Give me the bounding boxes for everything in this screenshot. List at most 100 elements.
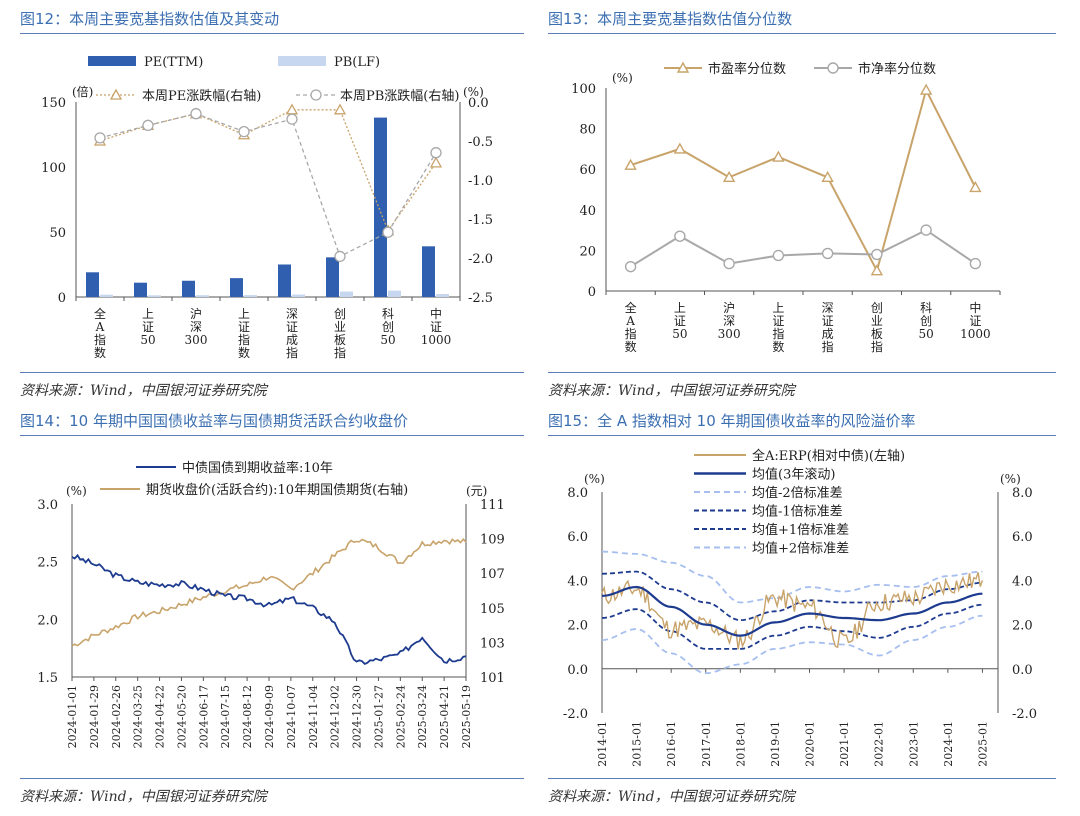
fig14-legend-yield: 中债国债到期收益率:10年 xyxy=(182,460,333,476)
fig12-y2tick-label: 0.0 xyxy=(468,96,489,111)
fig15-legend-erp: 全A:ERP(相对中债)(左轴) xyxy=(752,448,905,464)
fig12-marker-pe-change xyxy=(429,156,443,168)
chart-title-fig12: 图12：本周主要宽基指数估值及其变动 xyxy=(20,10,280,28)
fig13-marker-pe-percentile xyxy=(673,142,687,154)
fig12-marker-pe-change xyxy=(333,103,347,115)
fig12-xtick-label: 沪深 300 xyxy=(185,307,208,347)
fig15-ytick-label: -2.0 xyxy=(563,707,588,722)
fig13-legend-marker-pb xyxy=(827,62,839,74)
fig12-legend-marker-pb-change xyxy=(310,89,322,101)
fig12-marker-pb-change xyxy=(142,119,154,132)
fig12-xtick-label: 科创 50 xyxy=(380,307,395,347)
fig15-line-mean-minus-1sd xyxy=(601,603,983,650)
fig12-bar-pe xyxy=(182,280,195,297)
fig15-xtick-label: 2017-01 xyxy=(700,721,713,767)
title-rule-fig15 xyxy=(548,435,1056,436)
source-note-fig14: 资料来源：Wind，中国银河证券研究院 xyxy=(20,789,267,805)
fig12-bar-pb xyxy=(388,290,401,297)
fig14-ylabel: (%) xyxy=(66,484,87,498)
title-rule-fig12 xyxy=(20,33,524,34)
fig15-legend-mean-plus-2sd: 均值+2倍标准差 xyxy=(752,541,849,557)
fig15-y2tick-label: 6.0 xyxy=(1012,530,1033,545)
fig13-ylabel: (%) xyxy=(612,71,633,85)
fig12-bar-pb xyxy=(148,295,161,297)
fig12-marker-pb-change xyxy=(190,108,202,120)
fig13-xtick-label: 全 A 指数 xyxy=(625,300,637,354)
fig14-xtick-label: 2024-08-12 xyxy=(241,685,254,748)
fig15-y2tick-label: 0.0 xyxy=(1012,663,1033,678)
fig12-marker-pb-change xyxy=(430,147,442,159)
chart-title-fig13: 图13：本周主要宽基指数估值分位数 xyxy=(548,10,793,28)
fig12-xtick-label: 深证成指 xyxy=(286,307,298,360)
source-note-fig13: 资料来源：Wind，中国银河证券研究院 xyxy=(548,383,795,399)
fig12-marker-pb-change xyxy=(94,132,106,144)
fig14-y2tick-label: 107 xyxy=(480,567,505,582)
fig12-bar-pe xyxy=(86,272,99,297)
fig13-xtick-label: 科创 50 xyxy=(918,301,933,341)
fig14-ytick-label: 2.5 xyxy=(37,556,58,571)
fig13-xtick-label: 沪深 300 xyxy=(718,301,741,341)
fig12-ytick-label: 150 xyxy=(41,96,66,111)
fig13-marker-pe-percentile xyxy=(969,181,982,193)
fig15-line-erp xyxy=(601,572,984,650)
fig15-ylabel: (%) xyxy=(584,472,605,486)
fig12-bar-pe xyxy=(422,246,435,297)
fig15-xtick-label: 2015-01 xyxy=(631,721,644,767)
fig13-legend-pb: 市净率分位数 xyxy=(858,61,936,77)
fig14-xtick-label: 2024-07-15 xyxy=(219,685,232,748)
fig15-ytick-label: 6.0 xyxy=(567,530,588,545)
fig15-line-mean-plus-1sd xyxy=(601,570,983,622)
fig12-bar-pe xyxy=(134,282,147,297)
fig15-line-mean-plus-2sd xyxy=(602,550,983,604)
source-rule-fig15 xyxy=(548,778,1056,779)
fig15-y2tick-label: 8.0 xyxy=(1012,486,1033,501)
title-rule-fig14 xyxy=(20,435,524,436)
fig13-marker-pb-percentile xyxy=(772,249,785,262)
fig14-y2tick-label: 101 xyxy=(480,671,505,686)
fig15-xtick-label: 2023-01 xyxy=(907,721,920,767)
fig14-xtick-label: 2024-11-04 xyxy=(307,685,320,748)
fig15-xtick-label: 2025-01 xyxy=(976,721,989,767)
chart-title-fig15: 图15：全 A 指数相对 10 年期国债收益率的风险溢价率 xyxy=(548,412,916,430)
fig15-y2tick-label: -2.0 xyxy=(1012,707,1037,722)
fig12-y2tick-label: -1.0 xyxy=(468,174,493,189)
fig13-marker-pe-percentile xyxy=(624,158,637,170)
fig14-legend-futures: 期货收盘价(活跃合约):10年期国债期货(右轴) xyxy=(146,482,408,498)
source-rule-fig12 xyxy=(20,372,524,373)
fig14-xtick-label: 2024-12-30 xyxy=(351,685,364,748)
fig14-xtick-label: 2025-04-21 xyxy=(438,685,451,748)
fig13-marker-pb-percentile xyxy=(674,230,686,242)
fig13-marker-pb-percentile xyxy=(969,257,982,270)
fig15-legend-mean-plus-1sd: 均值+1倍标准差 xyxy=(752,522,849,538)
fig13-line-pe-percentile xyxy=(630,87,977,274)
fig13-marker-pe-percentile xyxy=(919,83,933,95)
fig13-ytick-label: 40 xyxy=(579,204,596,219)
fig12-xtick-label: 全 A 指数 xyxy=(94,306,106,360)
fig12-ytick-label: 100 xyxy=(41,161,66,176)
fig12-bar-pe xyxy=(230,278,243,297)
fig14-xtick-label: 2024-02-26 xyxy=(110,685,123,748)
fig12-legend-pb: PB(LF) xyxy=(334,55,380,70)
fig13-xtick-label: 上证指数 xyxy=(772,301,784,354)
fig12-bar-pb xyxy=(292,294,305,297)
fig14-xtick-label: 2024-09-09 xyxy=(263,685,276,748)
fig12-legend-pe-change: 本周PE涨跌幅(右轴) xyxy=(142,88,261,104)
fig15-line-mean-minus-2sd xyxy=(601,614,983,675)
fig14-line-futures-price xyxy=(71,537,467,647)
fig15-y2label: (%) xyxy=(1000,472,1021,486)
fig15-legend-mean: 均值(3年滚动) xyxy=(752,467,835,483)
fig14-xtick-label: 2024-06-17 xyxy=(197,685,210,748)
fig12-legend-pe: PE(TTM) xyxy=(144,55,203,70)
fig13-line-pb-percentile xyxy=(630,228,976,268)
fig13-xtick-label: 上证 50 xyxy=(672,301,687,341)
fig13-marker-pe-percentile xyxy=(772,150,785,162)
fig14-y2tick-label: 109 xyxy=(480,533,505,548)
fig12-y2tick-label: -2.0 xyxy=(468,252,493,267)
fig12-xtick-label: 中证 1000 xyxy=(421,306,452,347)
fig15-legend-mean-minus-1sd: 均值-1倍标准差 xyxy=(752,504,843,520)
fig14-xtick-label: 2025-01-27 xyxy=(372,685,385,748)
fig13-legend-marker-pe xyxy=(676,61,690,73)
fig12-marker-pb-change xyxy=(286,113,298,125)
fig15-xtick-label: 2022-01 xyxy=(873,721,886,767)
